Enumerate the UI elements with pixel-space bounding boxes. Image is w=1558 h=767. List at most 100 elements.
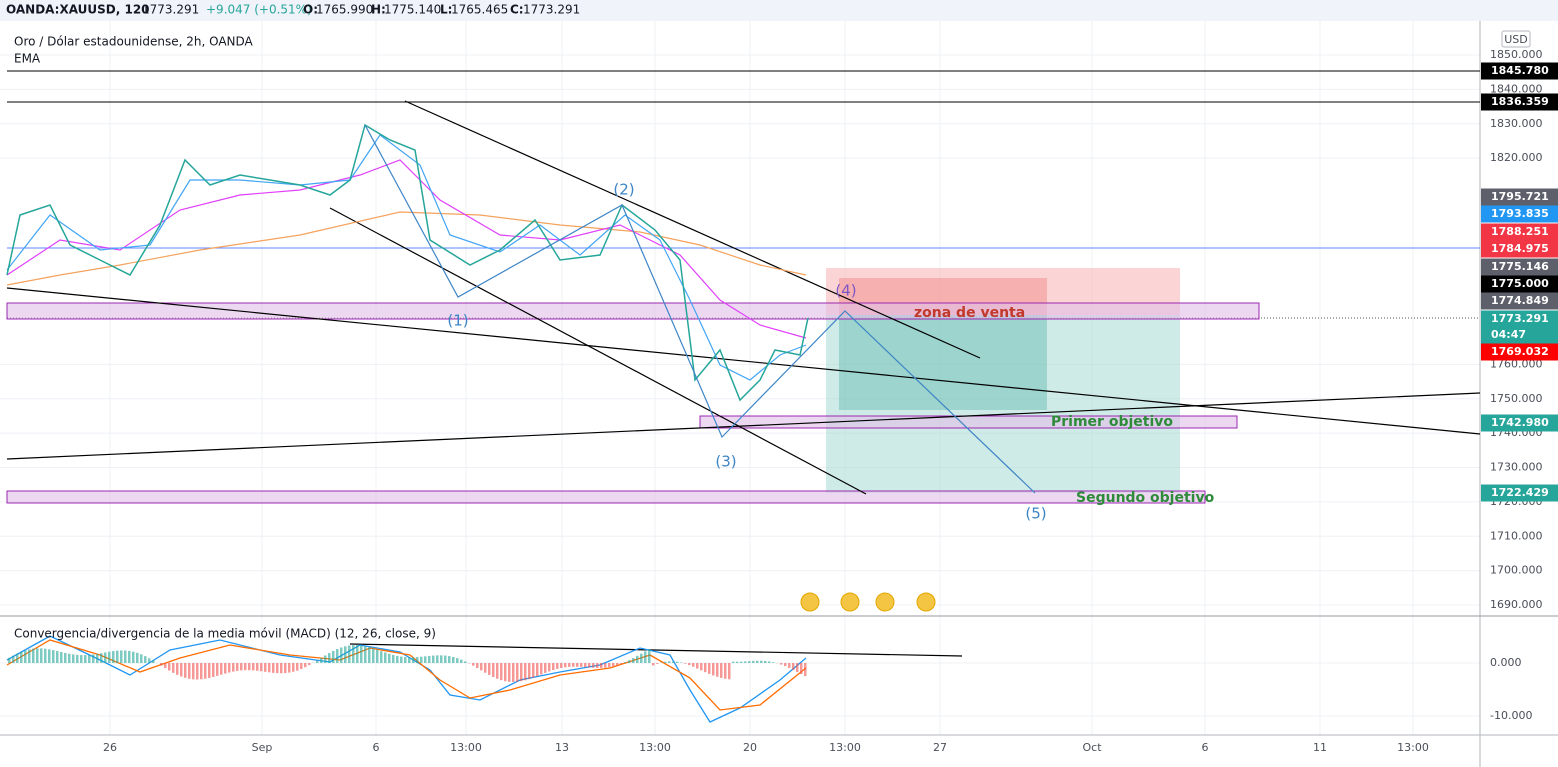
histogram-bar bbox=[24, 650, 27, 663]
histogram-bar bbox=[128, 650, 131, 663]
histogram-bar bbox=[436, 655, 439, 663]
histogram-bar bbox=[596, 663, 599, 668]
histogram-bar bbox=[260, 663, 263, 672]
histogram-bar bbox=[788, 663, 791, 668]
time-tick-label: Sep bbox=[252, 741, 273, 754]
ohlc-value: 1765.990 bbox=[316, 3, 373, 17]
price-tag-label: 1836.359 bbox=[1491, 95, 1549, 108]
histogram-bar bbox=[412, 657, 415, 663]
event-icon bbox=[875, 592, 895, 612]
histogram-bar bbox=[96, 653, 99, 663]
histogram-bar bbox=[16, 653, 19, 663]
histogram-bar bbox=[216, 663, 219, 676]
histogram-bar bbox=[796, 663, 799, 672]
histogram-bar bbox=[20, 651, 23, 663]
histogram-bar bbox=[408, 657, 411, 663]
trend-line bbox=[6, 287, 1481, 435]
histogram-bar bbox=[556, 663, 559, 669]
histogram-bar bbox=[552, 663, 555, 671]
histogram-bar bbox=[664, 661, 667, 663]
time-tick-label: Oct bbox=[1082, 741, 1102, 754]
currency-box[interactable] bbox=[1501, 30, 1531, 48]
histogram-bar bbox=[48, 649, 51, 663]
price-tag-label: 1784.975 bbox=[1491, 242, 1549, 255]
price-tick-label: 1820.000 bbox=[1490, 151, 1543, 164]
histogram-bar bbox=[732, 661, 735, 663]
zone-label: zona de venta bbox=[914, 305, 1025, 321]
histogram-bar bbox=[496, 663, 499, 679]
histogram-bar bbox=[68, 653, 71, 663]
histogram-bar bbox=[248, 663, 251, 671]
histogram-bar bbox=[792, 663, 795, 670]
histogram-bar bbox=[356, 645, 359, 663]
price-path bbox=[6, 123, 809, 402]
histogram-bar bbox=[376, 649, 379, 663]
histogram-bar bbox=[640, 653, 643, 663]
ohlc-key: C: bbox=[510, 3, 524, 17]
histogram-bar bbox=[244, 663, 247, 671]
histogram-bar bbox=[568, 663, 571, 667]
histogram-bar bbox=[404, 657, 407, 663]
price-tick-label: 1700.000 bbox=[1490, 564, 1543, 577]
histogram-bar bbox=[728, 663, 731, 680]
histogram-bar bbox=[536, 663, 539, 677]
histogram-bar bbox=[612, 663, 615, 667]
time-tick-label: 26 bbox=[103, 741, 117, 754]
currency[interactable]: USD bbox=[1504, 33, 1528, 46]
histogram-bar bbox=[344, 646, 347, 663]
histogram-bar bbox=[644, 651, 647, 663]
price-tag-label: 1775.000 bbox=[1491, 277, 1549, 290]
price-tag-label: 1742.980 bbox=[1491, 416, 1549, 429]
histogram-bar bbox=[560, 663, 563, 668]
histogram-bar bbox=[716, 663, 719, 677]
histogram-bar bbox=[540, 663, 543, 675]
price-tag-label: 1773.291 bbox=[1491, 312, 1549, 325]
event-icon bbox=[916, 592, 936, 612]
ohlc-value: 1775.140 bbox=[384, 3, 441, 17]
histogram-bar bbox=[280, 663, 283, 674]
histogram-bar bbox=[744, 661, 747, 663]
histogram-bar bbox=[348, 645, 351, 663]
histogram-bar bbox=[52, 650, 55, 663]
histogram-bar bbox=[392, 654, 395, 663]
macd-histogram bbox=[8, 645, 807, 683]
histogram-bar bbox=[444, 655, 447, 663]
histogram-bar bbox=[212, 663, 215, 677]
price-tag bbox=[1481, 275, 1558, 293]
histogram-bar bbox=[472, 663, 475, 666]
price-tag bbox=[1481, 414, 1558, 432]
symbol: OANDA:XAUUSD, 120 bbox=[6, 3, 150, 17]
sell-zone bbox=[6, 302, 1260, 320]
zone-label: Segundo objetivo bbox=[1076, 490, 1215, 506]
histogram-bar bbox=[572, 663, 575, 667]
histogram-bar bbox=[684, 663, 687, 664]
macd-tick-label: -10.000 bbox=[1490, 709, 1532, 722]
histogram-bar bbox=[372, 648, 375, 663]
ohlc-key: H: bbox=[371, 3, 386, 17]
histogram-bar bbox=[76, 654, 79, 663]
ema-fast bbox=[6, 134, 807, 381]
histogram-bar bbox=[300, 663, 303, 670]
histogram-bar bbox=[520, 663, 523, 682]
wave-label: (4) bbox=[835, 282, 856, 300]
price-tick-label: 1710.000 bbox=[1490, 529, 1543, 542]
histogram-bar bbox=[780, 663, 783, 665]
histogram-bar bbox=[396, 655, 399, 663]
histogram-bar bbox=[88, 654, 91, 663]
price-tick-label: 1750.000 bbox=[1490, 392, 1543, 405]
change: +9.047 (+0.51%) bbox=[206, 3, 312, 17]
histogram-bar bbox=[484, 663, 487, 673]
trend-lines bbox=[6, 100, 1481, 657]
histogram-bar bbox=[292, 663, 295, 672]
histogram-bar bbox=[584, 663, 587, 668]
wave-line bbox=[364, 124, 1036, 494]
price-tag-label: 1845.780 bbox=[1491, 64, 1549, 77]
histogram-bar bbox=[656, 663, 659, 664]
price-tag-label: 1775.146 bbox=[1491, 260, 1549, 273]
histogram-bar bbox=[512, 663, 515, 683]
histogram-bar bbox=[720, 663, 723, 678]
wave-label: (1) bbox=[447, 312, 468, 330]
histogram-bar bbox=[600, 663, 603, 668]
header-bar bbox=[0, 0, 1558, 21]
